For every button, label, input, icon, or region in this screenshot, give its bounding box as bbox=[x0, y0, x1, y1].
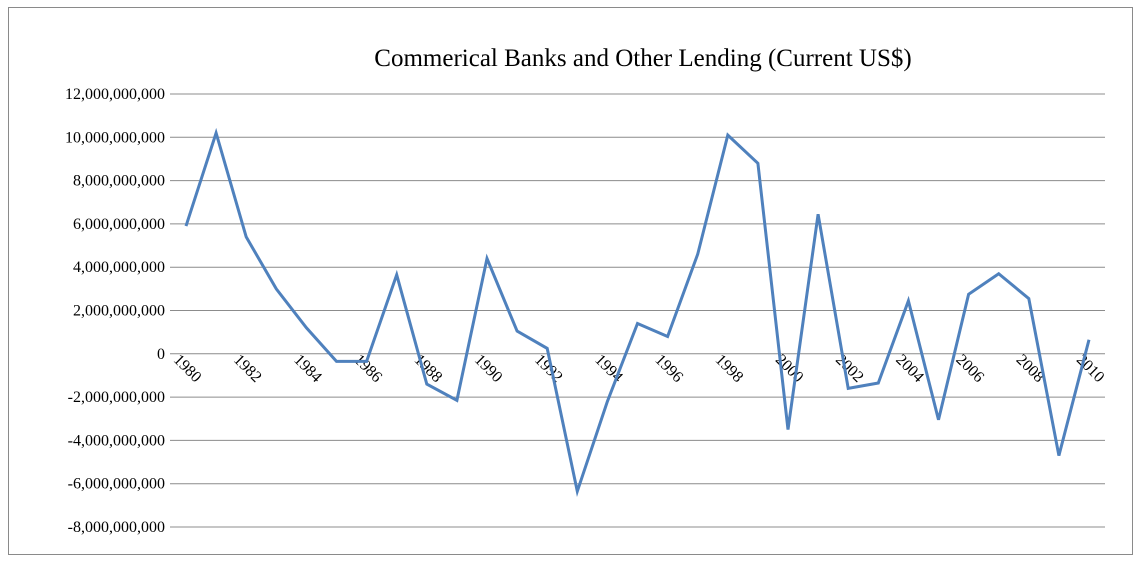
data-point bbox=[667, 336, 668, 337]
data-point bbox=[727, 135, 728, 136]
data-point bbox=[487, 258, 488, 259]
y-tick-label: -2,000,000,000 bbox=[68, 389, 165, 406]
x-tick-label: 1988 bbox=[411, 351, 446, 386]
data-point bbox=[426, 384, 427, 385]
x-tick-label: 1980 bbox=[170, 351, 205, 386]
series-line bbox=[184, 127, 1091, 498]
data-point bbox=[396, 274, 397, 275]
x-tick-label: 1990 bbox=[471, 351, 506, 386]
x-tick-label: 2006 bbox=[952, 351, 987, 386]
data-point bbox=[878, 383, 879, 384]
data-point bbox=[818, 214, 819, 215]
data-point bbox=[366, 361, 367, 362]
data-point bbox=[1089, 339, 1090, 340]
data-point bbox=[1028, 298, 1029, 299]
data-point bbox=[1058, 455, 1059, 456]
chart-title: Commerical Banks and Other Lending (Curr… bbox=[374, 45, 911, 72]
data-point bbox=[246, 236, 247, 237]
data-point bbox=[637, 323, 638, 324]
y-tick-label: 10,000,000,000 bbox=[65, 129, 165, 146]
y-tick-label: 8,000,000,000 bbox=[73, 173, 165, 190]
data-point bbox=[456, 400, 457, 401]
data-point bbox=[607, 401, 608, 402]
data-point bbox=[547, 348, 548, 349]
data-point bbox=[788, 429, 789, 430]
y-tick-label: 2,000,000,000 bbox=[73, 303, 165, 320]
x-tick-label: 1996 bbox=[651, 351, 686, 386]
data-point bbox=[757, 163, 758, 164]
y-tick-label: 0 bbox=[157, 346, 165, 363]
data-point bbox=[968, 294, 969, 295]
x-tick-label: 1998 bbox=[712, 351, 747, 386]
x-tick-label: 2000 bbox=[772, 351, 807, 386]
data-point bbox=[908, 300, 909, 301]
y-tick-label: 4,000,000,000 bbox=[73, 259, 165, 276]
x-tick-label: 1984 bbox=[290, 351, 325, 386]
x-tick-label: 2002 bbox=[832, 351, 867, 386]
data-point bbox=[306, 327, 307, 328]
gridlines bbox=[170, 93, 1105, 528]
y-tick-label: -6,000,000,000 bbox=[68, 476, 165, 493]
y-tick-label: -4,000,000,000 bbox=[68, 432, 165, 449]
data-point bbox=[216, 132, 217, 133]
y-tick-label: 6,000,000,000 bbox=[73, 216, 165, 233]
y-axis-tick-labels: 12,000,000,000 10,000,000,000 8,000,000,00… bbox=[65, 86, 165, 536]
data-point bbox=[938, 419, 939, 420]
y-tick-label: 12,000,000,000 bbox=[65, 86, 165, 103]
data-point bbox=[186, 226, 187, 227]
data-point bbox=[336, 361, 337, 362]
data-point bbox=[577, 491, 578, 492]
data-point bbox=[276, 288, 277, 289]
data-point bbox=[517, 331, 518, 332]
y-tick-label: -8,000,000,000 bbox=[68, 519, 165, 536]
data-point bbox=[848, 388, 849, 389]
data-point bbox=[998, 273, 999, 274]
series-layer bbox=[184, 127, 1091, 498]
x-tick-label: 1982 bbox=[230, 351, 265, 386]
data-point bbox=[697, 254, 698, 255]
x-axis-tick-labels: 1980 1982 1984 1986 1988 1990 1992 1994 1996 1998… bbox=[170, 351, 1108, 386]
